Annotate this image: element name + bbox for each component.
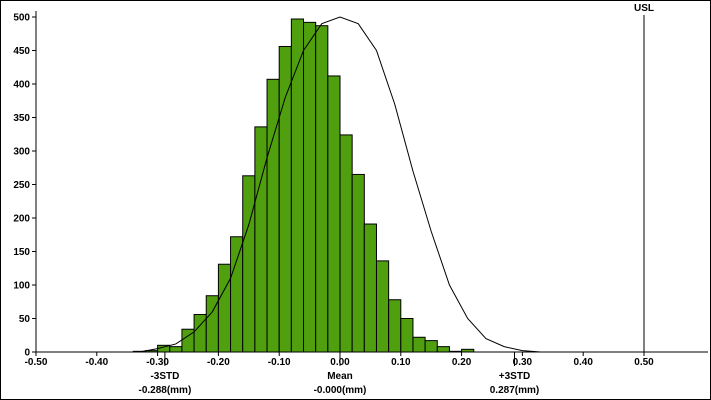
histogram-bar [461, 348, 475, 353]
x-axis-ticks: -0.50 -0.40 -0.30 -0.20 -0.10 0.00 0.10 0.20 0.3… [25, 352, 654, 368]
y-tick-label: 100 [13, 281, 30, 292]
histogram-bar [315, 25, 329, 353]
spec-markers: USL [634, 3, 654, 352]
histogram-bar [278, 45, 292, 353]
x-tick-label: 0.20 [452, 357, 472, 368]
x-tick-label: 0.50 [634, 357, 654, 368]
histogram-bar [363, 223, 377, 353]
stat-annotations: -3STD -0.288(mm) Mean -0.000(mm) +3STD 0.287(… [138, 352, 539, 396]
y-axis-ticks: 0 50 100 150 200 250 300 350 400 450 500 [13, 13, 36, 359]
y-tick-label: 250 [13, 180, 30, 191]
y-tick-label: 400 [13, 80, 30, 91]
stat-value: -0.000(mm) [314, 385, 367, 396]
y-tick-label: 150 [13, 247, 30, 258]
stat-value: 0.287(mm) [490, 385, 539, 396]
histogram-bars [132, 18, 475, 353]
y-tick-label: 500 [13, 13, 30, 24]
normal-curve-line [139, 16, 541, 353]
y-tick-label: 300 [13, 147, 30, 158]
y-tick-label: 350 [13, 113, 30, 124]
stat-value: -0.288(mm) [138, 385, 191, 396]
normal-curve [139, 16, 541, 353]
histogram-bar [290, 18, 305, 353]
histogram-bar [217, 263, 232, 353]
stat-label: -3STD [150, 371, 179, 382]
x-tick-label: 0.30 [513, 357, 533, 368]
x-tick-label: 0.10 [391, 357, 411, 368]
y-tick-label: 0 [24, 348, 30, 359]
x-tick-label: -0.50 [25, 357, 48, 368]
usl-label: USL [634, 3, 654, 14]
histogram-bar [339, 134, 353, 353]
x-tick-label: -0.40 [85, 357, 108, 368]
y-tick-label: 50 [19, 314, 31, 325]
histogram-bar [169, 346, 183, 353]
histogram-bar [254, 126, 268, 353]
histogram-bar [448, 350, 463, 353]
y-tick-label: 200 [13, 214, 30, 225]
histogram-bar [230, 236, 244, 353]
histogram-bar [266, 78, 280, 353]
x-tick-label: 0.40 [573, 357, 593, 368]
stat-label: +3STD [499, 371, 530, 382]
histogram-bar [388, 299, 402, 353]
histogram-bar [351, 173, 365, 353]
x-tick-label: -0.20 [207, 357, 230, 368]
histogram-bar [412, 336, 426, 353]
stat-label: Mean [327, 371, 353, 382]
histogram-bar [242, 175, 256, 353]
x-tick-label: -0.10 [268, 357, 291, 368]
histogram-bar [375, 260, 390, 353]
y-tick-label: 450 [13, 46, 30, 57]
histogram-bar [400, 318, 414, 353]
histogram-bar [424, 340, 438, 353]
histogram-bar [436, 346, 450, 353]
x-tick-label: -0.30 [146, 357, 169, 368]
histogram-bar [303, 21, 317, 353]
histogram-bar [327, 75, 341, 353]
